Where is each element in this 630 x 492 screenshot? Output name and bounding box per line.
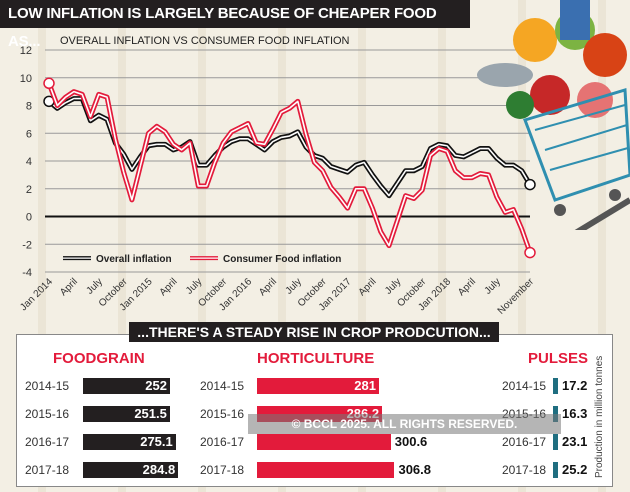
y-tick-label: 8 (26, 101, 32, 113)
bar-value-label: 17.2 (562, 378, 588, 393)
data-point (524, 178, 536, 191)
bar-value-label: 23.1 (562, 434, 588, 449)
year-label: 2017-18 (502, 463, 547, 477)
bar (553, 434, 558, 450)
section-title-pulses: PULSES (528, 350, 589, 367)
year-label: 2015-16 (200, 407, 245, 421)
x-tick-label: July (85, 276, 105, 296)
data-point (43, 77, 55, 90)
grocery-cart-illustration (477, 0, 630, 230)
x-tick-label: April (456, 276, 478, 298)
year-label: 2014-15 (25, 379, 70, 393)
x-tick-label: Jan 2014 (18, 276, 55, 313)
inflation-line-chart: OVERALL INFLATION VS CONSUMER FOOD INFLA… (18, 35, 537, 317)
y-tick-label: 10 (20, 73, 32, 85)
production-unit-label: Production in million tonnes (594, 355, 605, 478)
x-tick-label: July (284, 276, 304, 296)
bar (257, 434, 391, 450)
headline: LOW INFLATION IS LARGELY BECAUSE OF CHEA… (0, 0, 470, 50)
section-title-foodgrain: FOODGRAIN (53, 350, 145, 367)
y-tick-label: 4 (26, 156, 32, 168)
bar: 251.5 (83, 406, 170, 422)
x-tick-label: April (58, 276, 80, 298)
year-label: 2017-18 (200, 463, 245, 477)
bar-value-label: 306.8 (398, 462, 432, 477)
bar (553, 462, 558, 478)
year-label: 2014-15 (200, 379, 245, 393)
bar-value-label: 16.3 (562, 406, 588, 421)
x-tick-label: November (496, 276, 537, 317)
x-tick-label: July (383, 276, 403, 296)
y-tick-label: -2 (22, 239, 32, 251)
data-point (524, 246, 536, 259)
y-tick-label: 6 (26, 128, 32, 140)
series-line-outline (47, 96, 533, 199)
year-label: 2016-17 (200, 435, 245, 449)
year-label: 2014-15 (502, 379, 547, 393)
y-tick-label: 0 (26, 212, 32, 224)
x-tick-label: July (483, 276, 503, 296)
bar (257, 462, 395, 478)
x-tick-label: July (184, 276, 204, 296)
year-label: 2016-17 (502, 435, 547, 449)
bar-value-label: 300.6 (394, 434, 428, 449)
y-tick-label: 2 (26, 184, 32, 196)
year-label: 2015-16 (25, 407, 70, 421)
year-label: 2017-18 (25, 463, 70, 477)
x-tick-label: April (158, 276, 180, 298)
watermark: © BCCL 2025. ALL RIGHTS RESERVED. (248, 414, 561, 434)
x-tick-label: April (257, 276, 279, 298)
bar-value-label: 25.2 (562, 462, 588, 477)
y-tick-label: -4 (22, 267, 32, 279)
section-title-horticulture: HORTICULTURE (257, 350, 375, 367)
bar (553, 378, 558, 394)
y-tick-label: 12 (20, 45, 32, 57)
bar: 252 (83, 378, 170, 394)
legend-label: Overall inflation (96, 254, 172, 265)
bar: 281 (257, 378, 379, 394)
year-label: 2016-17 (25, 435, 70, 449)
chart-title: OVERALL INFLATION VS CONSUMER FOOD INFLA… (60, 35, 350, 47)
x-tick-label: April (357, 276, 379, 298)
legend-label: Consumer Food inflation (223, 254, 341, 265)
bar: 284.8 (83, 462, 179, 478)
bar: 275.1 (83, 434, 176, 450)
crop-section-title: ...THERE'S A STEADY RISE IN CROP PRODCUT… (129, 322, 499, 342)
